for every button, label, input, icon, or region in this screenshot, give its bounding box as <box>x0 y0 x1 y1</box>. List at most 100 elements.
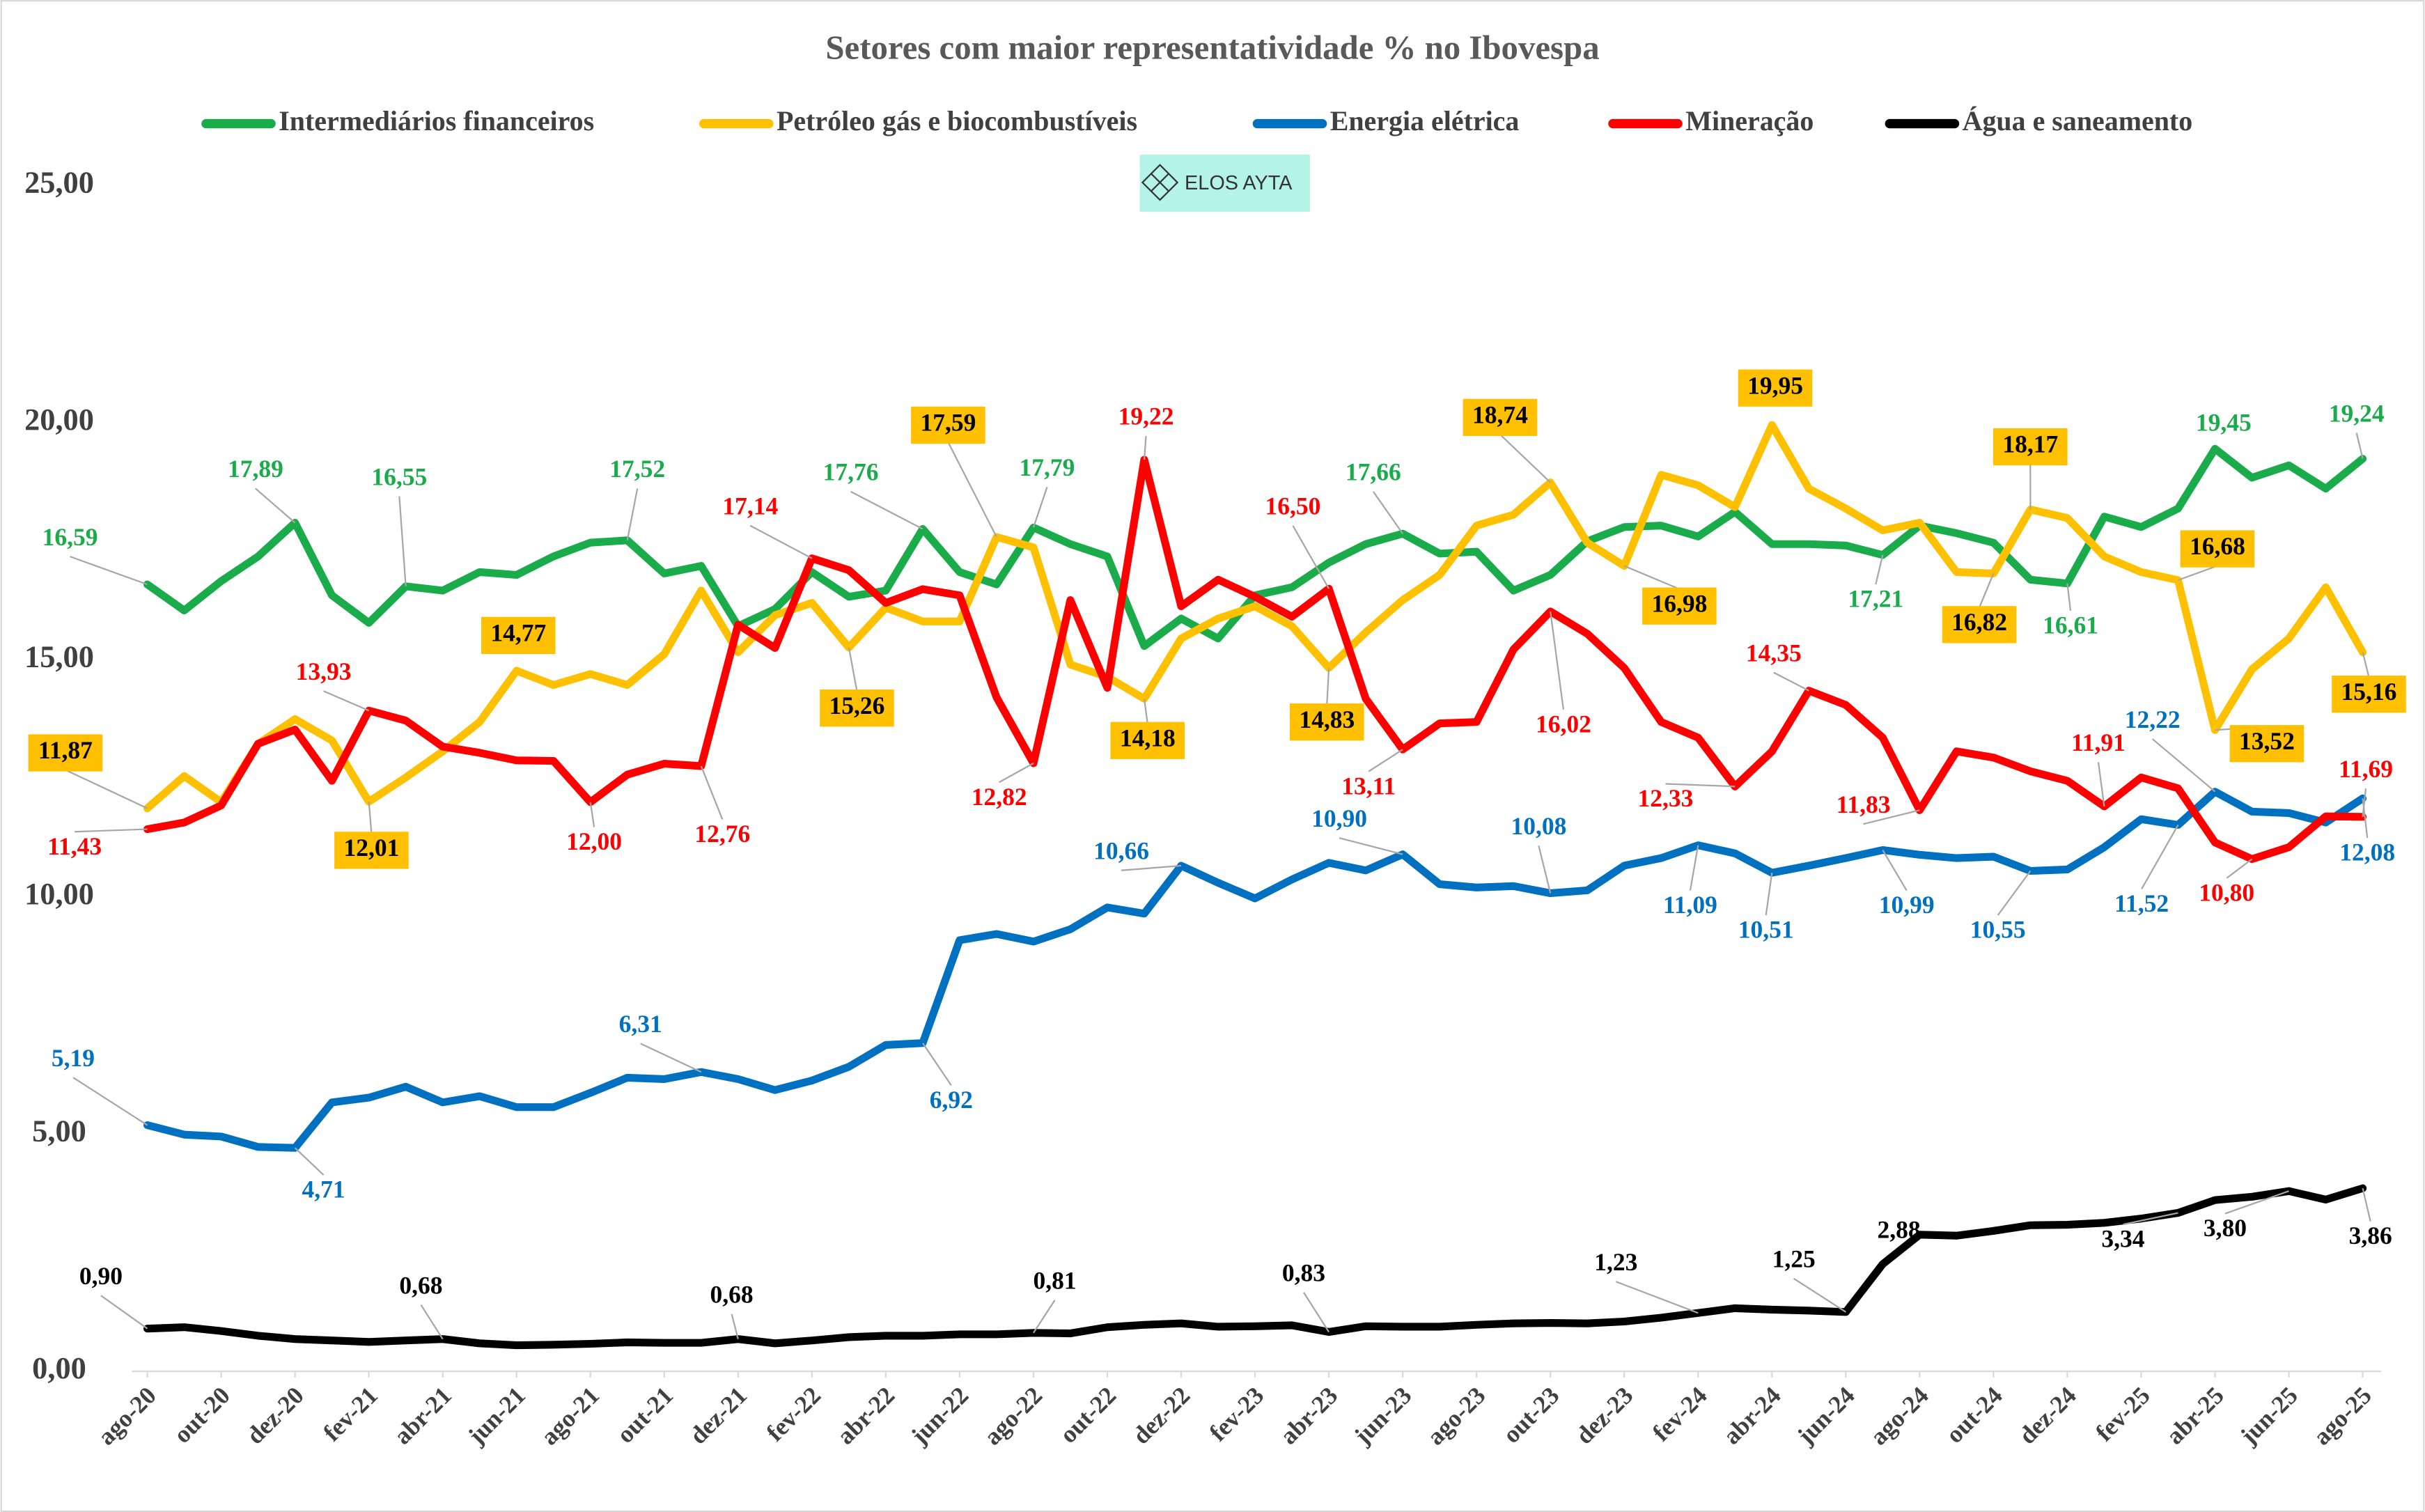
data-label: 6,92 <box>930 1086 973 1114</box>
data-label: 1,23 <box>1594 1248 1637 1276</box>
data-label: 18,17 <box>2002 430 2058 458</box>
leader-line <box>947 442 997 538</box>
data-label: 16,55 <box>371 462 427 490</box>
leader-line <box>1623 565 1680 590</box>
data-label-box <box>2229 725 2305 763</box>
data-label: 12,82 <box>972 783 1027 811</box>
data-label: 14,35 <box>1746 639 1802 667</box>
leader-line <box>1143 435 1147 460</box>
leader-line <box>1143 699 1148 724</box>
data-label: 19,22 <box>1118 403 1174 430</box>
leader-line <box>1875 554 1884 585</box>
data-label: 16,02 <box>1536 710 1591 738</box>
data-label-box <box>2180 530 2255 568</box>
data-label-box <box>2332 676 2406 713</box>
data-label-box <box>1993 428 2068 466</box>
data-label: 17,76 <box>823 458 879 486</box>
leader-line <box>2097 762 2105 807</box>
data-label: 12,33 <box>1637 784 1693 812</box>
data-label: 10,90 <box>1311 804 1367 832</box>
leader-line <box>1689 845 1699 891</box>
data-label: 10,55 <box>1970 916 2026 944</box>
data-label: 11,43 <box>47 832 102 860</box>
data-label: 14,83 <box>1299 706 1355 733</box>
data-label: 16,50 <box>1265 492 1320 520</box>
leader-line <box>589 802 595 827</box>
data-label: 19,95 <box>1747 371 1803 399</box>
series-line <box>143 455 2367 864</box>
leader-line <box>2151 738 2216 793</box>
data-label-box <box>1642 587 1717 625</box>
data-label: 0,68 <box>710 1281 754 1309</box>
data-label: 17,89 <box>228 455 283 483</box>
leader-line <box>1292 525 1330 589</box>
data-label: 4,71 <box>302 1176 345 1203</box>
logo-icon <box>1141 164 1179 201</box>
data-label: 1,25 <box>1772 1245 1816 1273</box>
data-label: 10,51 <box>1738 916 1794 944</box>
leader-line <box>749 524 813 559</box>
data-label: 10,99 <box>1879 891 1935 919</box>
leader-line <box>420 1304 444 1340</box>
leader-line <box>2226 858 2253 879</box>
leader-line <box>1979 573 1995 608</box>
data-label: 13,11 <box>1341 772 1396 800</box>
leader-line <box>1882 849 1908 891</box>
data-labels: 16,59 17,89 16,55 17,52 17,76 17,79 17,66 17,21… <box>28 369 2406 1340</box>
data-label: 10,80 <box>2199 878 2254 906</box>
leader-line <box>1665 783 1736 788</box>
data-label-box <box>28 734 103 772</box>
y-tick-label: 25,00 <box>24 165 94 200</box>
data-label: 0,68 <box>399 1271 442 1299</box>
leader-line <box>1372 491 1404 534</box>
data-label: 11,52 <box>2114 889 2169 917</box>
data-label-box <box>1110 722 1185 759</box>
data-label: 17,59 <box>920 409 976 437</box>
leader-line <box>1538 845 1552 894</box>
leader-line <box>72 1077 148 1126</box>
leader-line <box>368 801 373 834</box>
data-label-box <box>1942 606 2017 644</box>
leader-line <box>2355 432 2364 459</box>
leader-line <box>850 490 923 530</box>
leader-line <box>2066 583 2072 611</box>
logo-box <box>1139 154 1310 212</box>
data-label: 12,00 <box>566 827 622 855</box>
data-label: 15,16 <box>2341 678 2397 706</box>
data-label: 2,88 <box>1878 1215 1921 1243</box>
leader-line <box>999 762 1034 784</box>
data-label-box <box>1738 369 1813 407</box>
data-label: 0,81 <box>1034 1267 1077 1295</box>
y-tick-label: 15,00 <box>24 639 94 674</box>
data-label: 16,98 <box>1651 589 1707 617</box>
data-label: 16,68 <box>2190 532 2245 560</box>
leader-line <box>1550 611 1565 710</box>
data-label-box <box>1289 703 1364 741</box>
leader-line <box>1326 667 1330 706</box>
data-label: 16,59 <box>42 523 98 551</box>
leader-line <box>1793 1277 1846 1313</box>
leader-line <box>1499 433 1551 483</box>
legend-label: Petróleo gás e biocombustíveis <box>777 105 1137 137</box>
data-label: 17,52 <box>609 455 665 483</box>
data-label: 10,08 <box>1511 812 1566 840</box>
data-label-box <box>911 406 985 444</box>
leader-line <box>640 1043 702 1073</box>
leader-line <box>1773 671 1809 692</box>
data-label: 12,08 <box>2339 839 2395 866</box>
leader-line <box>2123 1212 2178 1226</box>
legend-label: Água e saneamento <box>1963 105 2193 137</box>
data-label: 13,93 <box>296 657 352 685</box>
y-tick-label: 20,00 <box>24 402 94 437</box>
data-label: 11,83 <box>1837 790 1891 818</box>
data-label: 14,18 <box>1120 724 1176 751</box>
legend-label: Energia elétrica <box>1330 105 1520 137</box>
data-label: 17,66 <box>1346 458 1401 486</box>
leader-line <box>1765 873 1773 916</box>
leader-line <box>75 828 148 833</box>
data-label: 12,01 <box>343 834 399 862</box>
data-label: 17,21 <box>1848 585 1903 613</box>
chart-title: Setores com maior representatividade % n… <box>825 28 1599 66</box>
leader-line <box>294 1147 325 1176</box>
